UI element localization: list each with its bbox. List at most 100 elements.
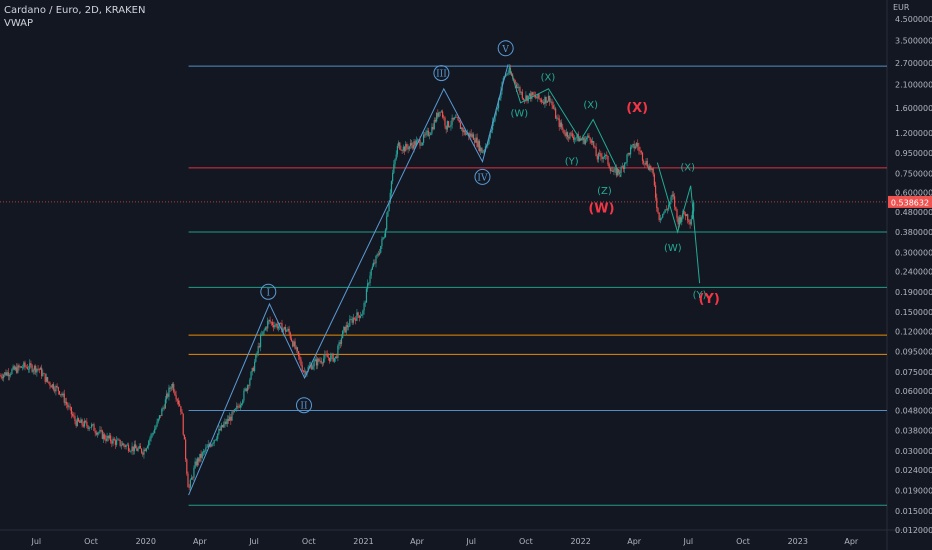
- candle-body: [363, 303, 365, 311]
- candle-body: [499, 98, 501, 101]
- candle-body: [412, 145, 414, 149]
- candle-body: [526, 95, 528, 101]
- candle-body: [361, 314, 363, 316]
- candle-body: [643, 160, 645, 164]
- candle-body: [595, 147, 597, 157]
- price-tick-label: 0.012000: [895, 526, 932, 535]
- wave-label: III: [436, 70, 447, 80]
- candle-body: [303, 371, 306, 372]
- candle-body: [565, 132, 567, 136]
- candle-body: [164, 399, 166, 409]
- candle-body: [308, 366, 310, 368]
- candle-body: [333, 357, 335, 362]
- candle-body: [370, 269, 372, 276]
- candle-body: [243, 390, 245, 401]
- candle-body: [608, 164, 610, 168]
- candle-body: [343, 326, 345, 331]
- candle-body: [204, 450, 206, 452]
- candle-body: [433, 119, 435, 130]
- candle-body: [352, 317, 354, 323]
- wave-label: (X): [626, 101, 648, 116]
- candle-body: [491, 121, 494, 130]
- candle-body: [383, 237, 385, 238]
- candle-body: [672, 194, 675, 197]
- wave-label-circle: [260, 283, 277, 300]
- time-tick-label: Apr: [410, 537, 425, 546]
- candle-body: [152, 433, 155, 434]
- candle-body: [87, 425, 89, 429]
- candle-body: [116, 440, 118, 445]
- candle-body: [250, 371, 252, 380]
- candle-body: [615, 168, 617, 176]
- time-tick-label: Oct: [302, 537, 316, 546]
- candle-body: [427, 130, 429, 136]
- candle-body: [277, 326, 280, 329]
- candle-body: [81, 419, 83, 425]
- candle-body: [359, 315, 362, 318]
- candle-body: [378, 252, 381, 255]
- candle-body: [624, 163, 626, 170]
- candle-body: [613, 169, 615, 172]
- candle-body: [683, 211, 685, 214]
- candle-body: [593, 140, 595, 147]
- candle-body: [376, 254, 378, 256]
- candle-body: [0, 375, 2, 378]
- wave-label: (Y): [698, 292, 719, 307]
- candle-body: [691, 211, 694, 220]
- candle-body: [632, 143, 634, 146]
- candle-body: [174, 391, 176, 396]
- candle-body: [49, 382, 51, 386]
- candle-body: [61, 394, 63, 396]
- candle-body: [121, 443, 124, 446]
- candle-body: [505, 74, 507, 77]
- candle-body: [442, 111, 444, 118]
- candle-body: [662, 213, 664, 218]
- candle-body: [100, 430, 102, 431]
- candle-body: [681, 218, 683, 223]
- wave-label: (Z): [597, 186, 612, 197]
- candle-body: [138, 446, 140, 449]
- candle-body: [80, 419, 82, 423]
- candle-body: [145, 448, 147, 452]
- candle-body: [420, 144, 422, 146]
- candle-body: [456, 117, 458, 118]
- candle-body: [55, 385, 57, 392]
- candle-body: [639, 150, 641, 152]
- candle-body: [508, 68, 510, 73]
- candle-body: [477, 141, 479, 147]
- candle-body: [20, 366, 23, 368]
- candle-body: [36, 368, 38, 373]
- candle-body: [558, 118, 560, 127]
- time-tick-label: Oct: [84, 537, 98, 546]
- candle-body: [52, 384, 55, 390]
- candle-body: [432, 126, 434, 130]
- candle-body: [214, 439, 216, 441]
- candle-body: [594, 146, 596, 148]
- candle-body: [403, 146, 406, 152]
- candle-body: [488, 137, 490, 144]
- candle-body: [461, 127, 463, 130]
- candle-body: [317, 358, 319, 366]
- wave-label-circle: [474, 168, 491, 185]
- candle-body: [56, 385, 58, 388]
- candle-body: [76, 418, 78, 426]
- candle-body: [396, 145, 398, 155]
- candle-body: [365, 288, 368, 303]
- candle-body: [99, 430, 101, 433]
- candle-body: [149, 438, 151, 442]
- candle-body: [259, 335, 262, 348]
- current-price-tag: [888, 195, 932, 208]
- candle-body: [367, 283, 369, 289]
- candle-body: [364, 302, 366, 304]
- candle-body: [245, 388, 247, 391]
- candle-body: [220, 425, 222, 431]
- candle-body: [399, 142, 401, 150]
- wave-label-circle: [433, 65, 450, 82]
- candle-body: [289, 332, 291, 339]
- candle-body: [132, 446, 134, 452]
- candle-body: [284, 327, 287, 332]
- candle-body: [532, 92, 534, 96]
- candle-body: [161, 408, 163, 417]
- candle-body: [183, 434, 186, 440]
